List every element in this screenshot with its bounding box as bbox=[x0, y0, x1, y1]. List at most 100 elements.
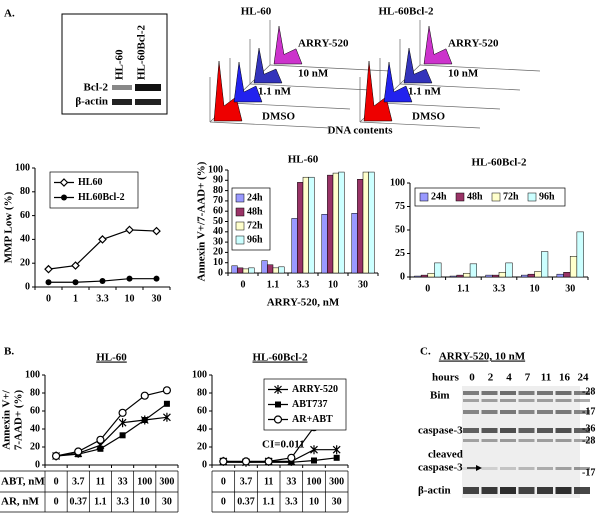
y-tick-label: 20 bbox=[197, 441, 207, 452]
chart-title: HL-60 bbox=[96, 352, 127, 364]
blot-band bbox=[481, 428, 498, 433]
legend-swatch bbox=[419, 192, 429, 202]
marker bbox=[98, 235, 107, 244]
blot-band bbox=[537, 399, 553, 402]
bar bbox=[521, 274, 529, 278]
histogram-title: HL-60Bcl-2 bbox=[379, 6, 434, 18]
legend-label: ABT737 bbox=[292, 399, 328, 410]
bar bbox=[498, 272, 506, 278]
band-label: β-actin bbox=[75, 96, 108, 108]
histogram-grid bbox=[229, 102, 351, 110]
blot-band bbox=[574, 410, 590, 414]
y-tick-label: 40 bbox=[213, 226, 223, 237]
legend-box bbox=[49, 171, 139, 209]
marker bbox=[99, 278, 106, 285]
mw-marker: -17 bbox=[582, 406, 595, 417]
chart-title: HL-60Bcl-2 bbox=[253, 352, 308, 364]
bar bbox=[332, 172, 339, 274]
marker bbox=[273, 415, 283, 424]
x-tick-label: 1.1 bbox=[267, 279, 280, 290]
bar bbox=[556, 273, 564, 278]
y-axis-label: MMP Low (%) bbox=[3, 191, 15, 263]
chart-title: HL-60 bbox=[288, 154, 319, 166]
blot-band bbox=[112, 85, 132, 90]
histogram-grid bbox=[419, 64, 541, 72]
hour-label: 2 bbox=[488, 372, 494, 384]
legend-swatch bbox=[527, 192, 537, 202]
panel-label: B. bbox=[4, 346, 14, 358]
table-cell: 10 bbox=[140, 496, 150, 507]
table-cell: 0.37 bbox=[237, 496, 255, 507]
bar bbox=[563, 272, 571, 278]
marker bbox=[311, 457, 317, 464]
legend-label: HL60 bbox=[78, 177, 102, 188]
y-tick-label: 30 bbox=[213, 236, 223, 247]
blot-band bbox=[574, 391, 590, 395]
y-tick-label: 60 bbox=[213, 205, 223, 216]
blot-band bbox=[537, 439, 553, 442]
bar bbox=[357, 179, 364, 274]
legend-label: 24h bbox=[247, 192, 263, 203]
bar bbox=[291, 218, 298, 274]
panel-label: A. bbox=[4, 8, 15, 20]
trace-label: DMSO bbox=[262, 111, 295, 123]
mw-marker: -28 bbox=[582, 386, 595, 397]
bar bbox=[541, 251, 549, 278]
bar bbox=[505, 262, 513, 278]
series-line bbox=[56, 403, 168, 457]
bar bbox=[449, 275, 457, 278]
histogram-title: HL-60 bbox=[241, 6, 272, 18]
table-cell: 1.1 bbox=[94, 496, 107, 507]
x-tick-label: 3.3 bbox=[297, 279, 310, 290]
blot-band bbox=[555, 439, 572, 442]
trace-label: ARRY-520 bbox=[448, 38, 499, 50]
table-cell: 3.7 bbox=[240, 476, 253, 487]
y-tick-label: 20 bbox=[213, 247, 223, 258]
y-tick-label: 60 bbox=[197, 405, 207, 416]
legend-label: 72h bbox=[247, 220, 263, 231]
blot-band bbox=[481, 467, 498, 470]
blot-band bbox=[500, 467, 516, 470]
blot-band bbox=[112, 99, 132, 105]
legend-label: ARRY-520 bbox=[292, 384, 338, 395]
marker bbox=[96, 435, 105, 444]
bar bbox=[267, 264, 274, 274]
table-cell: 30 bbox=[332, 496, 342, 507]
legend-label: 96h bbox=[247, 234, 263, 245]
legend-label: 96h bbox=[539, 191, 555, 202]
y-tick-label: 100 bbox=[390, 177, 405, 188]
marker bbox=[287, 453, 296, 462]
annotation: CI=0.011 bbox=[262, 439, 305, 451]
arrow-head bbox=[476, 465, 482, 471]
chart-title: HL-60Bcl-2 bbox=[472, 157, 527, 169]
blot-band bbox=[537, 391, 553, 395]
legend-label: 24h bbox=[431, 191, 447, 202]
blot-band bbox=[518, 439, 535, 442]
y-tick-label: 40 bbox=[20, 234, 30, 245]
panel-label: C. bbox=[420, 346, 431, 358]
blot-band bbox=[574, 467, 590, 470]
marker bbox=[61, 194, 67, 201]
y-tick-label: 50 bbox=[395, 224, 405, 235]
histogram-peak bbox=[213, 60, 243, 122]
bar bbox=[368, 171, 375, 274]
blot-band bbox=[518, 428, 535, 433]
blot-band bbox=[537, 428, 553, 433]
trace-label: 1.1 nM bbox=[258, 86, 292, 98]
histogram-peak bbox=[403, 47, 433, 84]
marker bbox=[275, 401, 281, 408]
marker bbox=[72, 279, 79, 286]
histogram-peak bbox=[423, 25, 453, 65]
bar bbox=[297, 182, 304, 274]
bar bbox=[420, 274, 429, 278]
blot-band bbox=[481, 439, 498, 442]
y-tick-label: 80 bbox=[213, 185, 223, 196]
bar bbox=[362, 171, 369, 274]
band-label: Bcl-2 bbox=[84, 82, 109, 94]
hour-label: 7 bbox=[525, 372, 531, 384]
histogram-grid bbox=[379, 102, 501, 110]
table-cell: 11 bbox=[264, 476, 273, 487]
band-label: β-actin bbox=[418, 485, 451, 497]
table-cell: 0 bbox=[221, 496, 226, 507]
marker bbox=[45, 279, 52, 286]
